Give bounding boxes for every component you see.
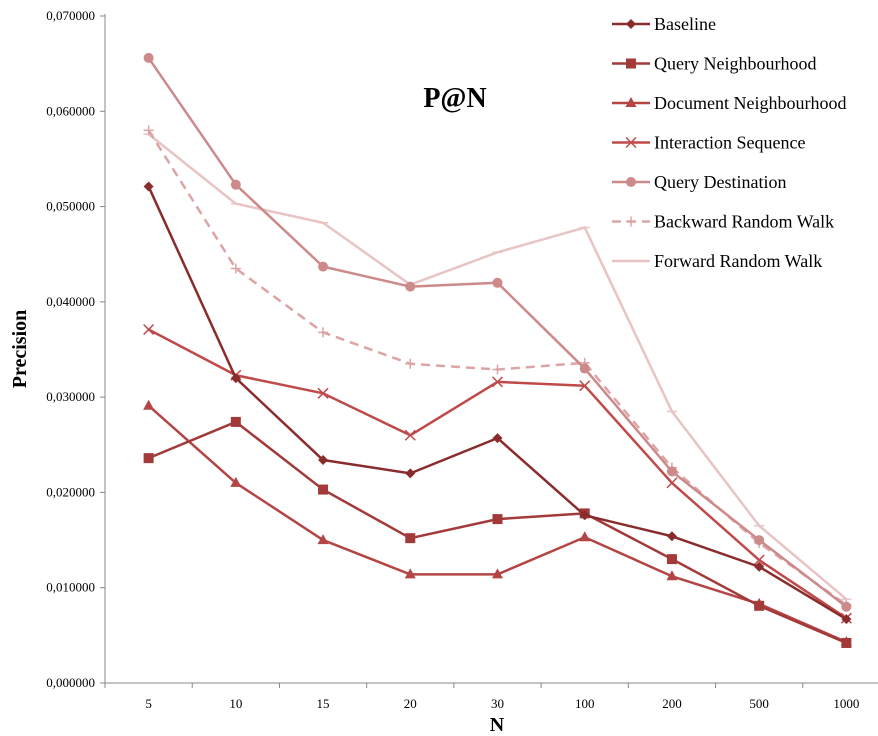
- legend: Baseline Query Neighbourhood Document Neig…: [612, 14, 846, 271]
- legend-item-query-destination: Query Destination: [612, 172, 786, 192]
- data-point-query-destination: [318, 261, 329, 272]
- data-point-baseline: [143, 181, 154, 192]
- legend-item-document-neighbourhood: Document Neighbourhood: [612, 93, 846, 113]
- data-point-backward-random-walk: [318, 327, 329, 338]
- data-point-baseline: [230, 373, 241, 384]
- x-tick-label: 20: [404, 696, 417, 711]
- series-query-destination: [143, 52, 852, 612]
- axes: [104, 14, 878, 684]
- x-tick-label: 200: [662, 696, 682, 711]
- x-tick-labels: 5 10 15 20 30 100 200 500 1000: [104, 683, 859, 711]
- data-point-document-neighbourhood: [492, 568, 503, 579]
- data-point-query-destination: [492, 277, 503, 288]
- data-point-query-neighbourhood: [841, 637, 852, 648]
- legend-label: Baseline: [654, 14, 716, 34]
- legend-marker: [626, 58, 636, 69]
- legend-marker: [626, 216, 636, 227]
- data-point-baseline: [666, 531, 677, 542]
- data-point-interaction-sequence: [491, 376, 504, 388]
- data-point-document-neighbourhood: [230, 476, 242, 487]
- legend-label: Interaction Sequence: [654, 133, 805, 153]
- data-point-query-neighbourhood: [318, 484, 329, 495]
- legend-label: Query Neighbourhood: [654, 54, 816, 74]
- series-line-query-neighbourhood: [148, 420, 847, 645]
- data-point-query-neighbourhood: [230, 416, 241, 427]
- x-axis-title: N: [490, 714, 505, 736]
- legend-item-forward-random-walk: Forward Random Walk: [612, 251, 822, 271]
- data-point-backward-random-walk: [143, 125, 154, 136]
- data-point-query-neighbourhood: [754, 600, 765, 611]
- data-point-query-neighbourhood: [492, 514, 503, 525]
- data-point-query-destination: [143, 52, 154, 63]
- legend-item-query-neighbourhood: Query Neighbourhood: [612, 54, 816, 74]
- data-point-baseline: [492, 433, 503, 444]
- legend-label: Query Destination: [654, 172, 786, 192]
- data-point-query-destination: [230, 179, 241, 190]
- legend-marker: [626, 19, 636, 29]
- data-point-query-destination: [754, 535, 765, 546]
- legend-label: Forward Random Walk: [654, 251, 822, 271]
- legend-item-backward-random-walk: Backward Random Walk: [612, 212, 834, 232]
- chart-title: P@N: [423, 83, 486, 114]
- y-axis-title: Precision: [9, 310, 31, 389]
- data-point-query-destination: [841, 601, 852, 612]
- data-point-query-destination: [405, 281, 416, 292]
- y-tick-label: 0,030000: [46, 389, 95, 404]
- data-point-interaction-sequence: [143, 323, 155, 336]
- y-tick-label: 0,060000: [46, 103, 95, 118]
- x-tick-label: 1000: [833, 696, 859, 711]
- legend-marker: [625, 136, 637, 149]
- legend-item-interaction-sequence: Interaction Sequence: [612, 133, 805, 153]
- data-point-document-neighbourhood: [666, 570, 678, 581]
- x-tick-label: 30: [491, 696, 504, 711]
- data-point-document-neighbourhood: [143, 399, 155, 410]
- data-point-backward-random-walk: [405, 358, 416, 369]
- legend-label: Backward Random Walk: [654, 212, 834, 232]
- data-point-backward-random-walk: [230, 263, 241, 274]
- data-point-interaction-sequence: [404, 429, 416, 441]
- x-tick-label: 15: [317, 696, 330, 711]
- data-point-baseline: [405, 468, 416, 479]
- x-tick-label: 500: [749, 696, 769, 711]
- data-point-document-neighbourhood: [317, 534, 329, 545]
- x-tick-label: 100: [575, 696, 595, 711]
- y-tick-label: 0,070000: [46, 8, 95, 23]
- data-point-query-neighbourhood: [405, 533, 416, 544]
- series-layer: [143, 52, 852, 648]
- y-tick-label: 0,010000: [46, 580, 95, 595]
- series-baseline: [143, 181, 852, 625]
- x-tick-label: 10: [229, 696, 242, 711]
- y-tick-label: 0,040000: [46, 294, 95, 309]
- data-point-baseline: [754, 561, 765, 572]
- data-point-query-destination: [579, 363, 590, 374]
- data-point-backward-random-walk: [492, 364, 503, 375]
- data-point-baseline: [579, 510, 590, 521]
- data-point-interaction-sequence: [579, 380, 591, 392]
- y-tick-label: 0,020000: [46, 484, 95, 499]
- data-point-document-neighbourhood: [404, 568, 416, 579]
- data-point-query-destination: [666, 466, 677, 477]
- x-tick-label: 5: [145, 696, 152, 711]
- data-point-baseline: [318, 455, 329, 466]
- data-point-baseline: [841, 614, 852, 625]
- data-point-query-neighbourhood: [666, 554, 677, 565]
- y-tick-labels: 0,000000 0,010000 0,020000 0,030000 0,040000…: [46, 8, 105, 690]
- data-point-interaction-sequence: [666, 477, 678, 489]
- data-point-interaction-sequence: [753, 554, 765, 566]
- legend-marker: [625, 97, 637, 107]
- data-point-document-neighbourhood: [579, 531, 591, 542]
- legend-marker: [626, 177, 636, 187]
- data-point-interaction-sequence: [317, 387, 329, 399]
- series-forward-random-walk: [143, 133, 852, 601]
- legend-item-baseline: Baseline: [612, 14, 716, 34]
- y-tick-label: 0,000000: [46, 675, 95, 690]
- legend-label: Document Neighbourhood: [654, 93, 846, 113]
- data-point-query-neighbourhood: [143, 453, 154, 464]
- y-tick-label: 0,050000: [46, 199, 95, 214]
